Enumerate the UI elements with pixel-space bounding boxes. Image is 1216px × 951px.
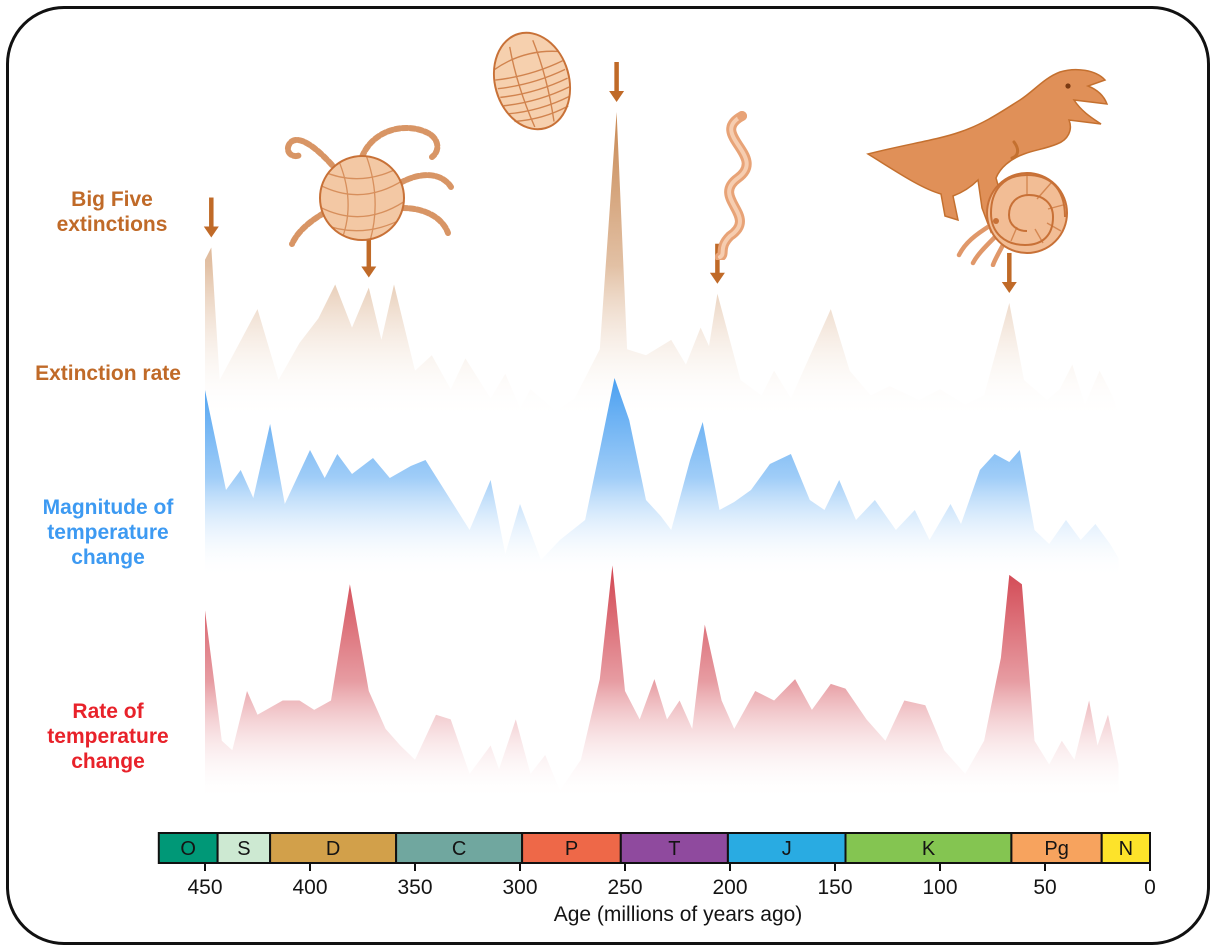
tyrannosaurus-eye [1065, 83, 1071, 89]
axis-tick-label: 50 [1033, 876, 1056, 899]
axis-tick-label: 100 [922, 876, 957, 899]
svg-text:P: P [565, 838, 578, 860]
svg-text:N: N [1119, 838, 1133, 860]
ammonite-tentacle [956, 222, 994, 258]
svg-text:C: C [452, 838, 466, 860]
extinction-arrow-icon [1001, 252, 1017, 293]
axis-tick-label: 200 [712, 876, 747, 899]
svg-text:Pg: Pg [1044, 838, 1068, 860]
crinoid-fossil-illustration [284, 124, 454, 247]
ammonite-tentacle [970, 232, 1000, 266]
ammonite-ribs [1010, 174, 1064, 244]
axis-tick-label: 250 [607, 876, 642, 899]
temperature-rate-series [205, 565, 1119, 800]
x-axis-title: Age (millions of years ago) [554, 903, 803, 926]
timescale-segment-O: O [157, 832, 219, 864]
timescale-segment-Pg: Pg [1010, 832, 1103, 864]
extinction-arrow-icon [361, 237, 377, 278]
ammonite-fossil-illustration [956, 172, 1068, 267]
timescale-segment-C: C [395, 832, 524, 864]
ammonite-eye [993, 218, 999, 224]
timescale-segment-P: P [521, 832, 622, 864]
crinoid-arm [359, 124, 441, 160]
timescale-segment-S: S [216, 832, 272, 864]
big-five-line2: extinctions [56, 212, 168, 236]
big-five-line1: Big Five [71, 188, 153, 211]
extinction-rate-label: Extinction rate [35, 362, 181, 385]
temperature-magnitude-label: Magnitude of temperature change [42, 496, 174, 569]
svg-text:K: K [922, 838, 936, 860]
svg-text:S: S [237, 838, 250, 860]
temperature-magnitude-series [205, 378, 1119, 578]
crinoid-arm [289, 210, 327, 247]
big-five-extinctions-label: Big Five extinctions [28, 188, 196, 238]
axis-tick-label: 350 [397, 876, 432, 899]
trilobite-segments [493, 39, 570, 128]
axis-tick-label: 450 [187, 876, 222, 899]
svg-text:T: T [668, 838, 680, 860]
tyrannosaurus-body [866, 68, 1109, 234]
axis-tick-label: 0 [1144, 876, 1156, 899]
timescale-segment-K: K [844, 832, 1013, 864]
temperature-rate-label: Rate of temperature change [47, 700, 169, 773]
tyrannosaurus-illustration [866, 68, 1109, 234]
extinction-rate-series [205, 112, 1119, 420]
svg-text:D: D [326, 838, 340, 860]
axis-tick-label: 300 [502, 876, 537, 899]
svg-text:O: O [180, 838, 196, 860]
timescale-segment-D: D [269, 832, 398, 864]
trilobite-fossil-illustration [492, 31, 572, 131]
conodont-head [737, 111, 747, 121]
extinction-arrow-icon [203, 197, 219, 238]
conodont-fossil-illustration [715, 111, 752, 260]
ammonite-shell [986, 172, 1068, 254]
svg-text:J: J [782, 838, 792, 860]
crinoid-arm [284, 137, 335, 168]
crinoid-arm [399, 205, 451, 236]
tyrannosaurus-arm [1010, 140, 1020, 160]
extinction-arrow-icon [609, 62, 625, 102]
crinoid-arm [397, 172, 454, 190]
conodont-highlight [718, 114, 749, 259]
timescale-segment-N: N [1100, 832, 1151, 864]
axis-tick-label: 400 [292, 876, 327, 899]
timescale-segment-T: T [619, 832, 729, 864]
axis-tick-label: 150 [817, 876, 852, 899]
timescale-segment-J: J [726, 832, 847, 864]
